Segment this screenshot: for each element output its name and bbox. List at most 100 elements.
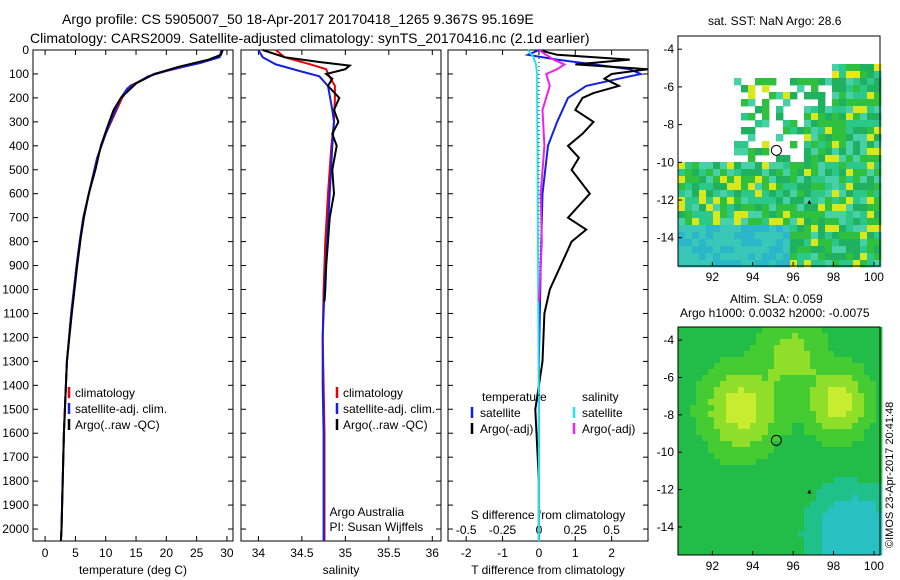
map-cell [790, 141, 798, 149]
map-cell [702, 525, 709, 532]
map-cell [822, 375, 829, 382]
map-cell [804, 447, 811, 454]
map-cell [876, 519, 883, 526]
map-cell [783, 120, 791, 128]
map-cell [790, 204, 798, 212]
map-cell [692, 260, 700, 268]
map-cell [690, 381, 697, 388]
map-cell [816, 417, 823, 424]
map-cell [706, 176, 714, 184]
map-cell [858, 471, 865, 478]
map-cell [840, 459, 847, 466]
map-cell [786, 435, 793, 442]
map-cell [702, 441, 709, 448]
map-cell [876, 417, 883, 424]
map-cell [816, 387, 823, 394]
map-cell [696, 393, 703, 400]
map-cell [706, 183, 714, 191]
map-cell [804, 417, 811, 424]
map-cell [818, 113, 826, 121]
map-cell [690, 537, 697, 544]
map-cell [756, 531, 763, 538]
map-cell [864, 519, 871, 526]
map-cell [804, 162, 812, 170]
map-cell [864, 465, 871, 472]
map-cell [741, 260, 749, 268]
map-cell [714, 411, 721, 418]
map-cell [690, 417, 697, 424]
map-cell [867, 155, 875, 163]
map-cell [822, 501, 829, 508]
map-cell [726, 429, 733, 436]
map-cell [860, 211, 868, 219]
map-cell [780, 537, 787, 544]
map-cell [714, 363, 721, 370]
map-cell [708, 501, 715, 508]
map-cell [768, 393, 775, 400]
map-cell [810, 435, 817, 442]
map-cell [874, 239, 882, 247]
map-cell [846, 260, 854, 268]
map-cell [828, 411, 835, 418]
map-cell [846, 417, 853, 424]
map-cell [699, 246, 707, 254]
map-cell [852, 441, 859, 448]
map-cell [825, 190, 833, 198]
map-cell [678, 441, 685, 448]
map-cell [720, 197, 728, 205]
map-cell [840, 483, 847, 490]
map-cell [870, 447, 877, 454]
map-cell [714, 333, 721, 340]
map-cell [734, 239, 742, 247]
map-cell [756, 327, 763, 334]
map-cell [825, 246, 833, 254]
map-cell [780, 351, 787, 358]
map-cell [744, 507, 751, 514]
map-cell [699, 260, 707, 268]
map-cell [876, 489, 883, 496]
map-cell [798, 363, 805, 370]
map-cell [804, 369, 811, 376]
map-cell [678, 232, 686, 240]
map-cell [720, 543, 727, 550]
map-cell [708, 507, 715, 514]
map-cell [860, 113, 868, 121]
map-cell [792, 519, 799, 526]
map-cell [839, 218, 847, 226]
map-cell [678, 429, 685, 436]
map-cell [828, 531, 835, 538]
map-cell [853, 260, 861, 268]
map-cell [744, 453, 751, 460]
map-cell [726, 333, 733, 340]
map-cell [786, 393, 793, 400]
map-cell [776, 246, 784, 254]
map-cell [702, 549, 709, 556]
map-cell [832, 141, 840, 149]
map-cell [852, 507, 859, 514]
depth-tick-label: 1000 [2, 283, 29, 297]
map-cell [741, 162, 749, 170]
map-cell [832, 127, 840, 135]
map-cell [870, 465, 877, 472]
map-cell [858, 537, 865, 544]
map-cell [738, 459, 745, 466]
map-cell [822, 507, 829, 514]
map-cell [790, 232, 798, 240]
map-cell [811, 141, 819, 149]
map-cell [756, 477, 763, 484]
map-cell [750, 405, 757, 412]
map-cell [713, 169, 721, 177]
map-cell [684, 357, 691, 364]
map-cell [769, 232, 777, 240]
map-cell [690, 411, 697, 418]
map-cell [852, 351, 859, 358]
sla-map-title-2: Argo h1000: 0.0032 h2000: -0.0075 [680, 306, 870, 320]
map-cell [720, 333, 727, 340]
map-cell [840, 489, 847, 496]
map-cell [713, 162, 721, 170]
map-cell [846, 218, 854, 226]
map-cell [720, 351, 727, 358]
salinity-diff-axis-title: S difference from climatology [471, 508, 626, 522]
map-cell [822, 441, 829, 448]
depth-tick-label: 1600 [2, 426, 29, 440]
